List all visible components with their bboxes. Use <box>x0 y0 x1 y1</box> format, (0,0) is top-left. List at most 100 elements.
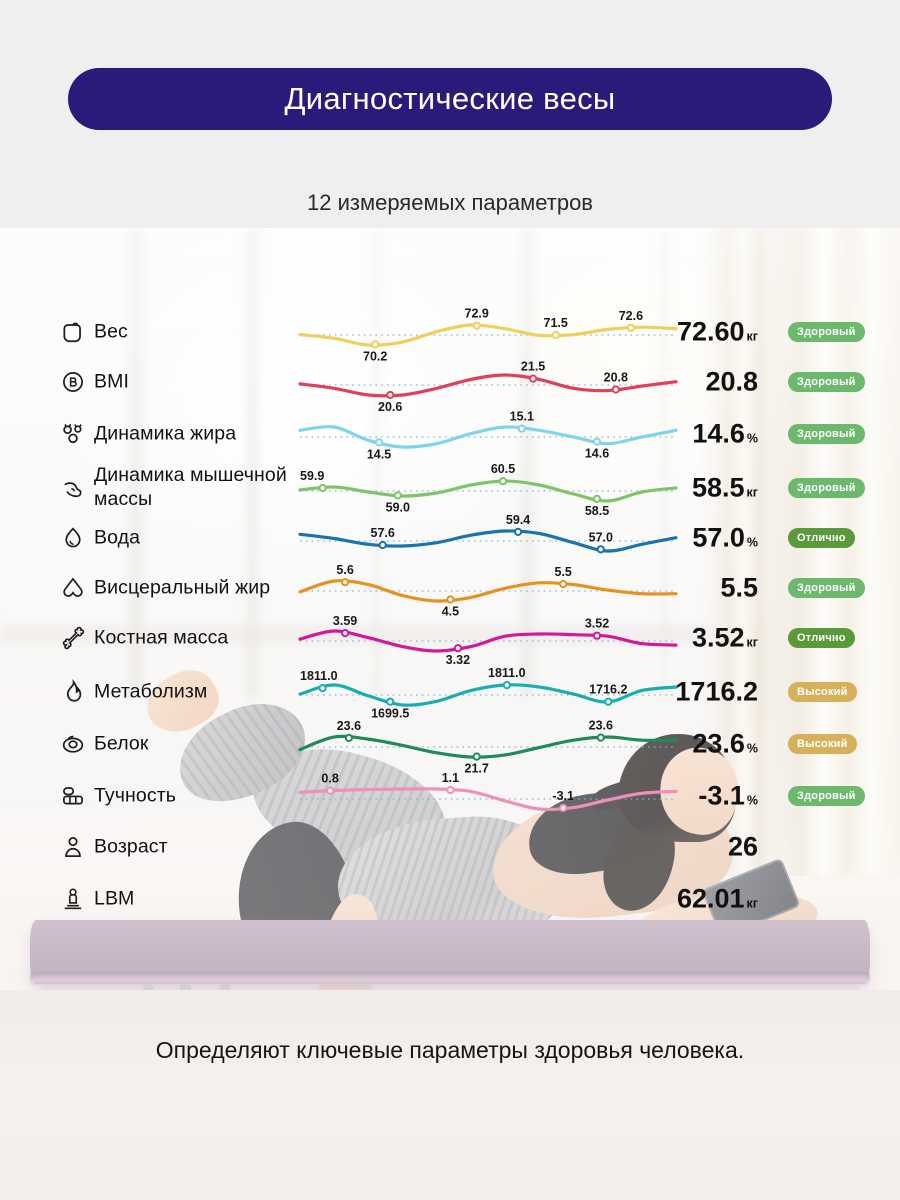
svg-text:1811.0: 1811.0 <box>300 669 338 683</box>
svg-text:14.5: 14.5 <box>367 447 391 461</box>
svg-text:71.5: 71.5 <box>544 316 568 330</box>
status-badge: Здоровый <box>788 786 865 806</box>
svg-text:72.6: 72.6 <box>619 309 643 323</box>
svg-text:21.5: 21.5 <box>521 360 545 374</box>
parameter-value: 1716.2 <box>675 677 758 708</box>
parameter-label: Костная масса <box>94 626 229 649</box>
parameter-unit: % <box>746 793 758 808</box>
parameter-row[interactable]: Динамика мышечной массы 59.9 59.0 60.5 58.5 5… <box>0 462 900 518</box>
parameter-value: 26 <box>728 832 758 863</box>
parameter-value-number: 26 <box>727 831 758 862</box>
status-badge: Высокий <box>788 734 857 754</box>
parameter-value: 20.8 <box>705 367 758 398</box>
parameter-row[interactable]: Вес 70.2 72.9 71.5 72.6 72.60 кг Здоровый <box>0 307 900 363</box>
svg-text:1716.2: 1716.2 <box>589 683 627 697</box>
parameter-row[interactable]: Костная масса 3.59 3.32 3.52 3.52 кг Отлично <box>0 614 900 667</box>
weight-scale-icon <box>60 319 86 345</box>
parameter-value-number: 62.01 <box>676 883 745 914</box>
svg-text:3.32: 3.32 <box>446 653 470 667</box>
svg-text:59.4: 59.4 <box>506 513 530 527</box>
svg-text:72.9: 72.9 <box>465 307 489 321</box>
parameter-row[interactable]: Метаболизм 1811.0 1699.5 1811.0 1716.2 1716.2… <box>0 666 900 721</box>
person-icon <box>60 834 86 860</box>
bone-icon <box>60 625 86 651</box>
parameter-value: 72.60 кг <box>677 317 758 348</box>
svg-text:59.0: 59.0 <box>386 500 410 514</box>
parameter-value-number: 57.0 <box>692 522 745 553</box>
parameter-row[interactable]: Возраст 26 <box>0 825 900 869</box>
lbm-icon <box>60 886 86 912</box>
parameter-row[interactable]: BMI 20.6 21.5 20.8 20.8 Здоровый <box>0 360 900 414</box>
parameter-unit: кг <box>746 896 758 911</box>
svg-text:3.52: 3.52 <box>585 617 609 631</box>
status-badge: Здоровый <box>788 578 865 598</box>
fat-cells-icon <box>60 421 86 447</box>
parameter-label: BMI <box>94 370 129 393</box>
parameter-row[interactable]: LBM 62.01 кг <box>0 877 900 921</box>
parameter-label: Вес <box>94 320 128 343</box>
svg-text:20.8: 20.8 <box>604 371 628 385</box>
svg-text:23.6: 23.6 <box>337 719 361 733</box>
parameter-value-number: 20.8 <box>705 366 758 397</box>
sparkline-chart: 23.6 21.7 23.6 <box>298 713 678 776</box>
parameter-value: 14.6% <box>692 419 758 450</box>
svg-text:5.6: 5.6 <box>336 563 353 577</box>
svg-text:20.6: 20.6 <box>378 400 402 414</box>
parameter-value-number: 3.52 <box>691 622 745 653</box>
sparkline-chart: 14.5 15.1 14.6 <box>298 403 678 465</box>
parameter-value-number: 72.60 <box>676 316 745 347</box>
status-badge: Здоровый <box>788 322 865 342</box>
parameter-row[interactable]: Вода 57.6 59.4 57.0 57.0% Отлично <box>0 513 900 560</box>
svg-text:58.5: 58.5 <box>585 504 609 518</box>
sparkline-chart: 1811.0 1699.5 1811.0 1716.2 <box>298 661 678 723</box>
parameter-label: Вода <box>94 526 141 549</box>
svg-text:-3.1: -3.1 <box>552 789 574 803</box>
parameter-value: 62.01 кг <box>677 884 758 915</box>
protein-icon <box>60 731 86 757</box>
parameter-value: 23.6% <box>692 729 758 760</box>
flame-icon <box>60 679 86 705</box>
svg-text:23.6: 23.6 <box>589 719 613 733</box>
parameter-value-number: -3.1 <box>698 780 745 811</box>
bmi-icon <box>60 369 86 395</box>
parameter-label: Метаболизм <box>94 680 208 703</box>
svg-text:1699.5: 1699.5 <box>371 707 409 721</box>
parameter-row[interactable]: Тучность 0.8 1.1 -3.1 -3.1% Здоровый <box>0 771 900 818</box>
parameter-unit: кг <box>746 635 758 650</box>
parameter-value-number: 1716.2 <box>675 676 758 707</box>
svg-text:0.8: 0.8 <box>321 772 338 786</box>
parameter-unit: кг <box>746 485 758 500</box>
sparkline-chart: 57.6 59.4 57.0 <box>298 507 678 569</box>
parameter-row[interactable]: Белок 23.6 21.7 23.6 23.6% Высокий <box>0 719 900 776</box>
parameter-row[interactable]: Динамика жира 14.5 15.1 14.6 14.6% Здоровый <box>0 410 900 461</box>
parameter-row[interactable]: Висцеральный жир 5.6 4.5 5.5 5.5 Здоровый <box>0 563 900 619</box>
parameter-value-number: 58.5 <box>691 472 745 503</box>
parameter-unit: % <box>746 431 758 446</box>
sparkline-chart: 20.6 21.5 20.8 <box>298 351 678 414</box>
parameter-unit: % <box>746 741 758 756</box>
svg-text:15.1: 15.1 <box>510 410 534 424</box>
page-title: Диагностические весы <box>284 81 616 116</box>
parameter-value-number: 23.6 <box>692 728 745 759</box>
status-badge: Отлично <box>788 628 855 648</box>
parameter-label: Динамика мышечной массы <box>94 464 287 510</box>
svg-text:57.0: 57.0 <box>589 530 613 544</box>
svg-text:1811.0: 1811.0 <box>488 666 526 680</box>
parameter-value-number: 14.6 <box>692 418 745 449</box>
parameter-label: Динамика жира <box>94 422 237 445</box>
svg-text:3.59: 3.59 <box>333 614 357 628</box>
svg-text:60.5: 60.5 <box>491 462 515 476</box>
visceral-fat-icon <box>60 575 86 601</box>
parameter-label: Возраст <box>94 835 168 858</box>
sparkline-chart: 5.6 4.5 5.5 <box>298 557 678 619</box>
parameter-value-number: 5.5 <box>720 572 758 603</box>
sparkline-chart: 59.9 59.0 60.5 58.5 <box>298 457 678 519</box>
status-badge: Здоровый <box>788 478 865 498</box>
parameter-value: 5.5 <box>720 573 758 604</box>
bottom-band <box>0 990 900 1200</box>
svg-text:4.5: 4.5 <box>442 605 459 619</box>
svg-text:1.1: 1.1 <box>442 771 459 785</box>
svg-text:21.7: 21.7 <box>465 762 489 776</box>
